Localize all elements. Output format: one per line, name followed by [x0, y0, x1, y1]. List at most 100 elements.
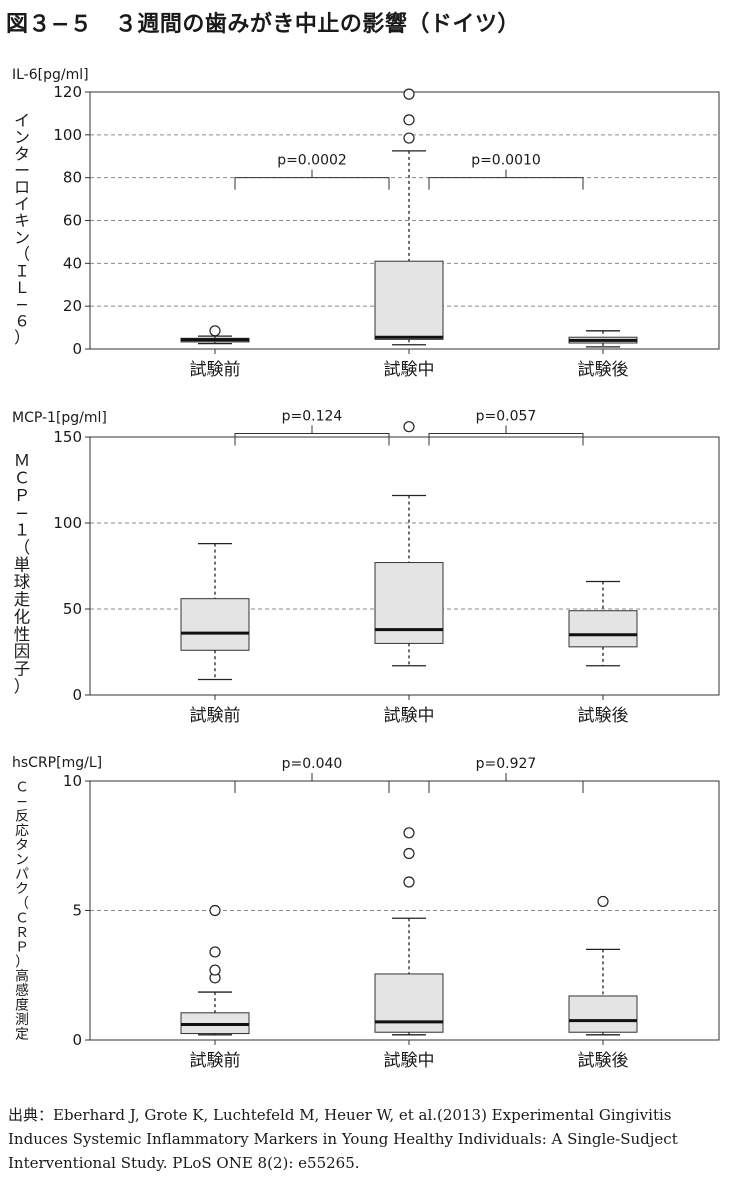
outlier-point: [403, 827, 415, 839]
y-axis-label-char: Ｃ: [15, 910, 29, 926]
p-value-label: p=0.040: [282, 756, 343, 772]
outlier-point: [403, 421, 415, 433]
y-axis-label-char: 化: [14, 607, 30, 626]
significance-bracket: p=0.040: [234, 756, 390, 793]
x-tick-label: 試験中: [384, 360, 435, 380]
y-axis-label-char: ）: [14, 677, 30, 696]
plot-frame: [89, 436, 720, 696]
y-axis-label-char: 応: [15, 823, 29, 839]
p-value-label: p=0.124: [282, 409, 343, 425]
y-axis-label-char: Ｐ: [15, 939, 29, 955]
y-axis-label-char: 子: [14, 659, 30, 678]
outlier-point: [403, 876, 415, 888]
y-axis-label-char: ン: [15, 852, 29, 868]
y-axis-label-char: タ: [14, 144, 30, 163]
y-tick-label: 0: [72, 1031, 82, 1049]
y-tick-label: 150: [53, 428, 82, 446]
y-axis-label-char: 球: [14, 573, 31, 592]
significance-bracket: p=0.057: [428, 409, 584, 446]
y-axis-label-char: 感: [15, 982, 29, 999]
box: [374, 421, 444, 667]
y-axis-label-char: ６: [14, 311, 30, 330]
box-body: [374, 562, 444, 644]
bracket-line: [428, 433, 584, 446]
y-tick-label: 5: [72, 902, 82, 920]
y-axis-label-char: 性: [14, 625, 30, 644]
y-axis-label-char: Ｃ: [14, 469, 30, 488]
y-axis-label-char: ）: [15, 954, 29, 970]
box: [180, 904, 250, 1036]
p-value-label: p=0.927: [476, 756, 537, 772]
outlier-point: [209, 325, 221, 337]
y-axis-label-char: （: [14, 538, 30, 557]
y-tick-label: 20: [63, 297, 82, 315]
y-axis-label-char: （: [15, 896, 29, 912]
box-body: [568, 610, 638, 648]
y-tick-label: 10: [63, 772, 82, 790]
figure-title: 図３−５ ３週間の歯みがき中止の影響（ドイツ）: [6, 12, 520, 37]
y-axis-label-char: イ: [14, 111, 30, 130]
outlier-point: [403, 88, 415, 100]
y-axis-label-char: イ: [14, 194, 30, 213]
plot-frame: [89, 780, 720, 1041]
y-axis-label-char: （: [14, 245, 30, 264]
y-axis-label-char: Ｉ: [14, 261, 30, 280]
y-axis-label-char: ー: [14, 161, 30, 180]
y-tick-label: 50: [63, 600, 82, 618]
y-axis-label-char: タ: [15, 838, 29, 854]
y-axis-label-char: ク: [15, 881, 29, 897]
y-axis-label-char: ン: [14, 228, 30, 247]
x-tick-label: 試験後: [578, 1051, 629, 1071]
source-line: Induces Systemic Inflammatory Markers in…: [8, 1130, 678, 1148]
box-body: [568, 995, 638, 1033]
y-axis-label-char: １: [14, 521, 30, 540]
box: [568, 580, 638, 667]
source-citation: 出典：Eberhard J, Grote K, Luchtefeld M, He…: [8, 1103, 733, 1175]
y-axis-label-char: Ｐ: [14, 486, 30, 505]
y-axis-label-char: Ｒ: [15, 925, 29, 941]
y-axis-label-char: パ: [15, 867, 29, 883]
y-axis-label-char: ン: [14, 128, 30, 147]
x-tick-label: 試験前: [190, 706, 241, 726]
y-axis-label-char: 走: [14, 590, 30, 609]
source-line: 出典：Eberhard J, Grote K, Luchtefeld M, He…: [8, 1106, 672, 1124]
outlier-point: [209, 964, 221, 976]
significance-bracket: p=0.927: [428, 756, 584, 793]
bracket-line: [428, 177, 584, 190]
y-tick-label: 100: [53, 126, 82, 144]
y-tick-label: 40: [63, 254, 82, 272]
outlier-point: [403, 114, 415, 126]
outlier-point: [209, 946, 221, 958]
bracket-line: [234, 433, 390, 446]
source-line: Interventional Study. PLoS ONE 8(2): e55…: [8, 1154, 360, 1172]
y-tick-label: 60: [63, 212, 82, 230]
unit-label: hsCRP[mg/L]: [12, 755, 102, 771]
y-axis-label-char: −: [16, 794, 28, 810]
bracket-line: [428, 780, 584, 793]
y-axis-label-char: ）: [14, 328, 30, 347]
outlier-point: [403, 847, 415, 860]
unit-label: MCP-1[pg/ml]: [12, 410, 107, 426]
y-axis-label-char: Ｃ: [15, 779, 29, 795]
y-tick-label: 0: [72, 686, 82, 704]
box: [180, 325, 250, 345]
unit-label: IL-6[pg/ml]: [12, 67, 89, 83]
y-axis-label-char: 度: [15, 998, 29, 1014]
x-tick-label: 試験後: [578, 706, 629, 726]
p-value-label: p=0.0002: [277, 153, 347, 169]
y-axis-label-char: 因: [14, 642, 30, 661]
bracket-line: [234, 177, 390, 190]
x-tick-label: 試験中: [384, 1051, 435, 1071]
box: [374, 827, 444, 1036]
y-axis-label-char: 測: [15, 1012, 29, 1028]
outlier-point: [209, 904, 221, 917]
p-value-label: p=0.0010: [471, 153, 541, 169]
y-axis-label-char: Ｍ: [14, 451, 30, 470]
x-tick-label: 試験後: [578, 360, 629, 380]
box: [374, 88, 444, 346]
box: [568, 895, 638, 1036]
